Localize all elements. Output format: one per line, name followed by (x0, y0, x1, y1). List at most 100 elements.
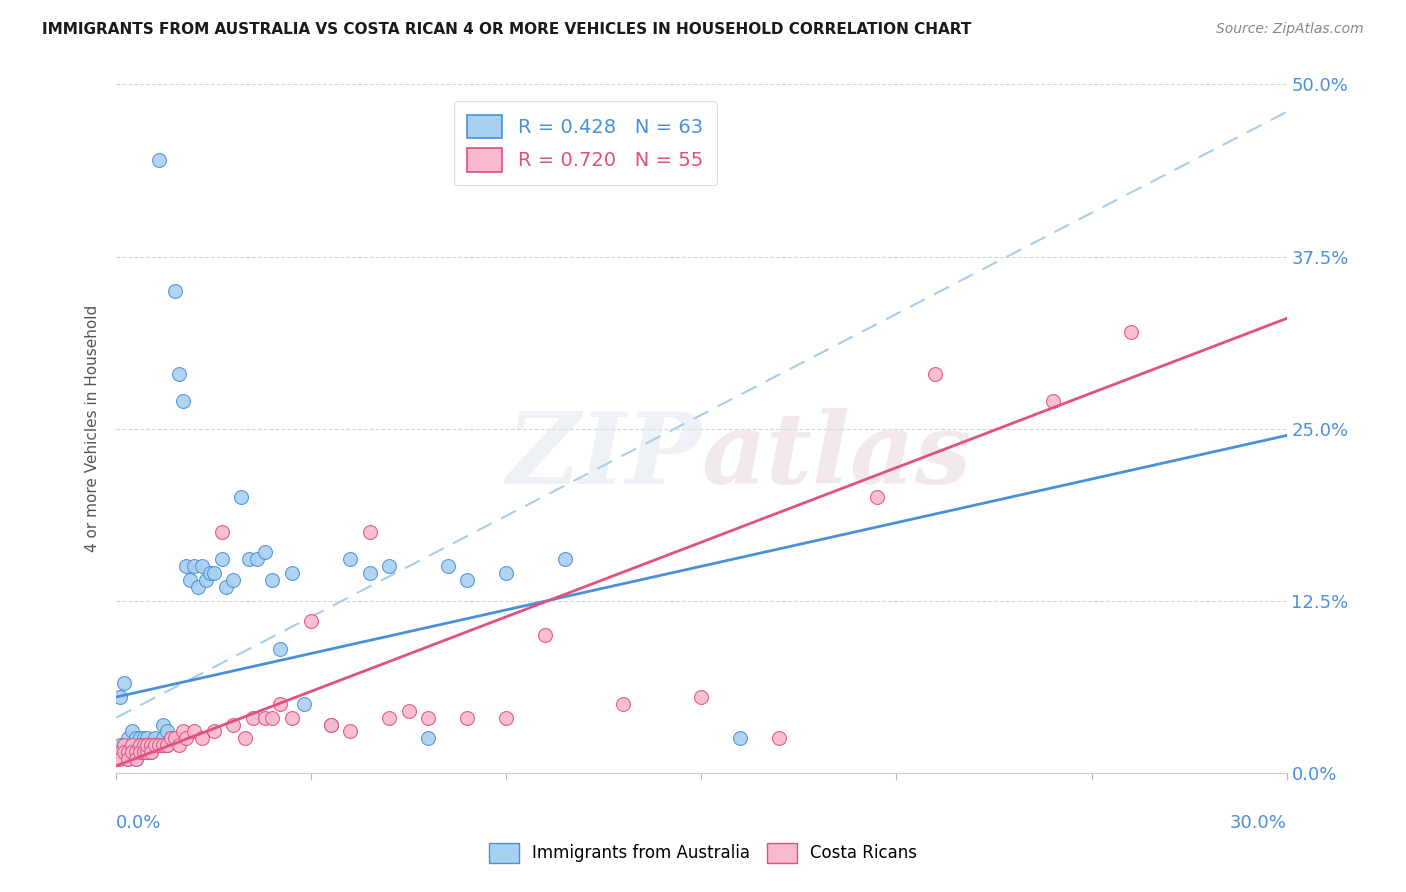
Point (359, 524, 381, 539)
Point (163, 731, 186, 746)
Point (121, 745, 143, 759)
Point (121, 738, 143, 752)
Point (612, 697, 634, 711)
Point (117, 752, 139, 766)
Point (132, 731, 155, 746)
Point (108, 745, 131, 759)
Point (117, 745, 139, 759)
Point (253, 545, 276, 559)
Point (132, 745, 155, 759)
Point (156, 724, 179, 739)
Point (108, 690, 131, 704)
Point (141, 738, 163, 752)
Point (125, 752, 148, 766)
Point (112, 745, 135, 759)
Point (299, 615, 322, 629)
Legend: Immigrants from Australia, Costa Ricans: Immigrants from Australia, Costa Ricans (479, 832, 927, 873)
Point (128, 745, 150, 759)
Point (187, 580, 209, 594)
Point (125, 745, 148, 759)
Point (108, 752, 131, 766)
Point (112, 676, 135, 690)
Point (238, 552, 260, 566)
Point (495, 566, 517, 581)
Point (319, 717, 342, 731)
Point (117, 752, 139, 766)
Point (117, 731, 139, 746)
Point (418, 731, 440, 746)
Point (136, 745, 159, 759)
Point (160, 731, 183, 746)
Point (495, 711, 517, 725)
Point (456, 711, 478, 725)
Point (1042, 394, 1064, 409)
Y-axis label: 4 or more Vehicles in Household: 4 or more Vehicles in Household (86, 305, 100, 552)
Point (121, 738, 143, 752)
Point (128, 738, 150, 752)
Point (339, 724, 361, 739)
Point (156, 738, 179, 752)
Point (191, 559, 214, 574)
Point (108, 738, 131, 752)
Point (456, 573, 478, 587)
Point (132, 738, 155, 752)
Point (222, 717, 245, 731)
Point (167, 367, 190, 381)
Point (132, 738, 155, 752)
Point (262, 573, 284, 587)
Point (128, 745, 150, 759)
Point (378, 711, 401, 725)
Point (152, 717, 174, 731)
Point (195, 573, 218, 587)
Point (128, 731, 150, 746)
Point (768, 731, 790, 746)
Point (214, 580, 236, 594)
Text: 0.0%: 0.0% (117, 814, 162, 832)
Point (152, 738, 174, 752)
Point (211, 524, 233, 539)
Point (148, 153, 170, 168)
Point (292, 697, 315, 711)
Point (141, 745, 163, 759)
Text: ZIP: ZIP (506, 408, 702, 504)
Point (136, 745, 159, 759)
Point (554, 552, 576, 566)
Point (141, 738, 163, 752)
Point (163, 284, 186, 298)
Point (112, 738, 135, 752)
Point (143, 738, 166, 752)
Point (202, 724, 225, 739)
Point (183, 559, 205, 574)
Text: IMMIGRANTS FROM AUSTRALIA VS COSTA RICAN 4 OR MORE VEHICLES IN HOUSEHOLD CORRELA: IMMIGRANTS FROM AUSTRALIA VS COSTA RICAN… (42, 22, 972, 37)
Point (319, 717, 342, 731)
Text: 30.0%: 30.0% (1230, 814, 1286, 832)
Point (866, 491, 889, 505)
Point (242, 711, 264, 725)
Point (198, 566, 221, 581)
Point (117, 738, 139, 752)
Point (222, 573, 245, 587)
Point (141, 745, 163, 759)
Point (690, 690, 713, 704)
Point (418, 711, 440, 725)
Point (246, 552, 269, 566)
Point (262, 711, 284, 725)
Point (211, 552, 233, 566)
Point (172, 394, 194, 409)
Point (136, 738, 159, 752)
Point (148, 738, 170, 752)
Point (398, 704, 420, 718)
Point (121, 724, 143, 739)
Point (202, 566, 225, 581)
Point (136, 731, 159, 746)
Point (125, 731, 148, 746)
Point (269, 697, 291, 711)
Point (125, 752, 148, 766)
Point (125, 745, 148, 759)
Point (359, 566, 381, 581)
Point (730, 731, 752, 746)
Point (143, 738, 166, 752)
Point (191, 731, 214, 746)
Point (160, 731, 183, 746)
Point (233, 731, 256, 746)
